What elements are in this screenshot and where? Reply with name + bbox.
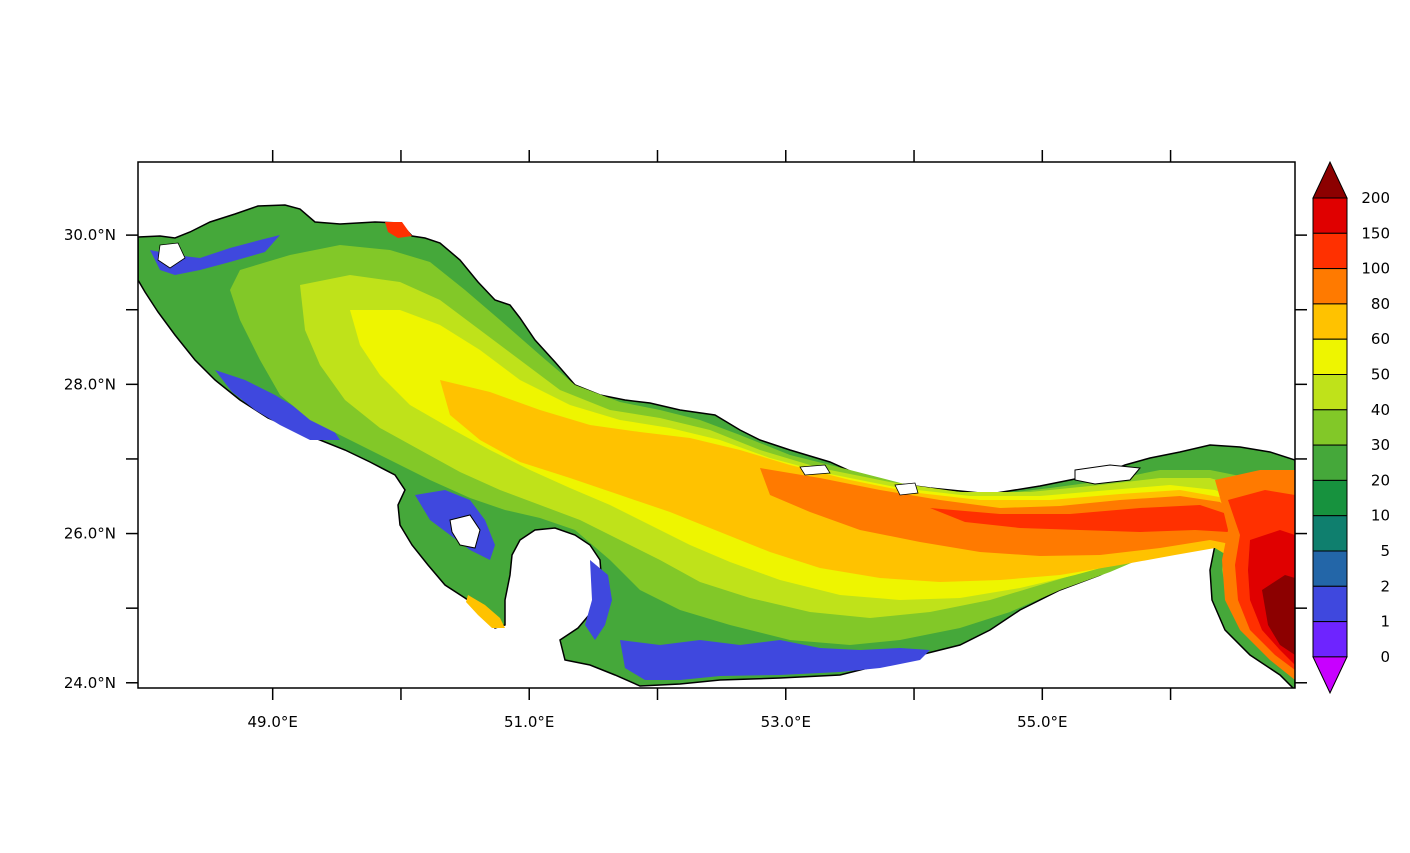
hotspot-north (385, 222, 412, 238)
y-axis-labels: 30.0°N 28.0°N 26.0°N 24.0°N (64, 226, 116, 692)
island-1 (449, 514, 481, 549)
colorbar-swatch (1312, 444, 1348, 481)
x-tick-label: 49.0°E (247, 713, 297, 731)
x-axis-labels: 49.0°E 51.0°E 53.0°E 55.0°E (247, 713, 1067, 731)
colorbar-bottom-triangle (1312, 656, 1348, 695)
colorbar-label: 60 (1371, 330, 1390, 348)
colorbar-label: 40 (1371, 401, 1390, 419)
colorbar-label: 0 (1380, 648, 1390, 666)
colorbar-label: 80 (1371, 295, 1390, 313)
colorbar-label: 5 (1380, 542, 1390, 560)
contour-100 (930, 505, 1230, 532)
colorbar-top-triangle (1312, 160, 1348, 199)
colorbar-swatch (1312, 232, 1348, 270)
shallow-fringe-west (215, 370, 340, 440)
colorbar-swatch (1312, 621, 1348, 658)
axis-ticks (126, 150, 1307, 700)
colorbar-swatch (1312, 515, 1348, 552)
colorbar-swatch (1312, 303, 1348, 340)
sea-field (138, 204, 1295, 688)
x-tick-label: 51.0°E (504, 713, 554, 731)
colorbar-swatch (1312, 197, 1348, 234)
y-tick-label: 30.0°N (64, 226, 116, 244)
colorbar-label: 20 (1371, 471, 1390, 489)
y-tick-label: 26.0°N (64, 525, 116, 543)
colorbar-swatch (1312, 374, 1348, 411)
colorbar-label: 150 (1361, 224, 1390, 242)
colorbar-label: 200 (1361, 189, 1390, 207)
colorbar-swatch (1312, 479, 1348, 517)
shallow-fringe-nw (150, 235, 280, 275)
hot-area-oman-max (1262, 575, 1295, 655)
contour-80 (760, 468, 1240, 556)
colorbar-label: 2 (1380, 577, 1390, 595)
shallow-fringe-uae (620, 640, 930, 680)
shallow-fringe-abudhabi (585, 560, 612, 640)
island-3 (894, 482, 919, 496)
colorbar-swatch (1312, 550, 1348, 587)
y-tick-label: 28.0°N (64, 375, 116, 393)
hotspot-southwest (466, 595, 505, 628)
colorbar-label: 50 (1371, 366, 1390, 384)
island-4 (799, 464, 831, 476)
colorbar-label: 30 (1371, 436, 1390, 454)
y-tick-label: 24.0°N (64, 674, 116, 692)
plot-frame (137, 161, 1296, 689)
x-tick-label: 55.0°E (1017, 713, 1067, 731)
colorbar-label: 1 (1380, 613, 1390, 631)
island-2 (1074, 464, 1141, 485)
island-5 (157, 242, 186, 269)
colorbar-swatch (1312, 268, 1348, 305)
colorbar-swatch (1312, 409, 1348, 446)
colorbar-swatch (1312, 338, 1348, 376)
colorbar-swatch (1312, 585, 1348, 623)
colorbar-label: 10 (1371, 507, 1390, 525)
x-tick-label: 53.0°E (761, 713, 811, 731)
colorbar-label: 100 (1361, 260, 1390, 278)
